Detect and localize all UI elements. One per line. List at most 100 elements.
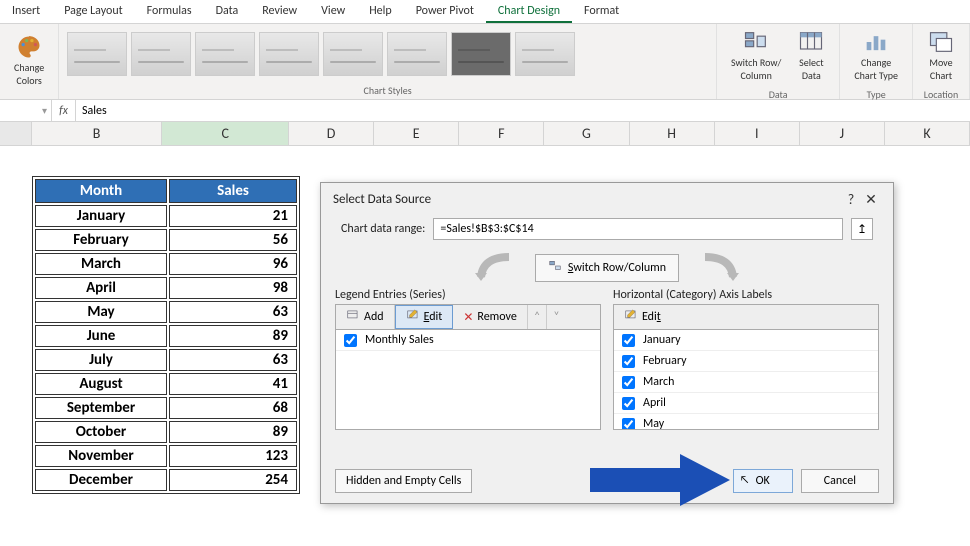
col-header[interactable]: B (32, 122, 163, 145)
cell-sales[interactable]: 96 (169, 253, 297, 275)
table-row[interactable]: December254 (35, 469, 297, 491)
cell-sales[interactable]: 89 (169, 421, 297, 443)
table-row[interactable]: November123 (35, 445, 297, 467)
tab-format[interactable]: Format (572, 0, 631, 23)
move-chart-button[interactable]: Move Chart (921, 26, 961, 86)
cell-month[interactable]: September (35, 397, 167, 419)
table-row[interactable]: September68 (35, 397, 297, 419)
category-item[interactable]: April (614, 393, 878, 414)
category-item[interactable]: May (614, 414, 878, 430)
cell-sales[interactable]: 68 (169, 397, 297, 419)
cell-sales[interactable]: 41 (169, 373, 297, 395)
col-header[interactable]: H (630, 122, 715, 145)
range-picker-button[interactable]: ↥ (851, 218, 873, 240)
cell-month[interactable]: December (35, 469, 167, 491)
chart-style-thumb[interactable] (131, 32, 191, 76)
category-item[interactable]: March (614, 372, 878, 393)
category-checkbox[interactable] (622, 355, 635, 368)
category-item[interactable]: February (614, 351, 878, 372)
cell-sales[interactable]: 56 (169, 229, 297, 251)
table-row[interactable]: February56 (35, 229, 297, 251)
chart-style-thumb[interactable] (451, 32, 511, 76)
change-chart-type-button[interactable]: Change Chart Type (848, 26, 904, 86)
hidden-empty-cells-button[interactable]: Hidden and Empty Cells (335, 469, 472, 493)
category-checkbox[interactable] (622, 376, 635, 389)
table-row[interactable]: October89 (35, 421, 297, 443)
category-checkbox[interactable] (622, 418, 635, 431)
remove-series-button[interactable]: ✕ Remove (453, 305, 527, 329)
chart-style-thumb[interactable] (323, 32, 383, 76)
cell-month[interactable]: July (35, 349, 167, 371)
cell-month[interactable]: January (35, 205, 167, 227)
table-row[interactable]: July63 (35, 349, 297, 371)
edit-axis-button[interactable]: Edit (614, 305, 671, 329)
col-header[interactable]: J (800, 122, 885, 145)
series-checkbox[interactable] (344, 334, 357, 347)
chart-style-thumb[interactable] (67, 32, 127, 76)
fx-icon[interactable]: fx (52, 100, 76, 121)
tab-formulas[interactable]: Formulas (135, 0, 204, 23)
dialog-help-button[interactable]: ? (841, 191, 861, 208)
table-row[interactable]: April98 (35, 277, 297, 299)
tab-insert[interactable]: Insert (0, 0, 52, 23)
category-checkbox[interactable] (622, 334, 635, 347)
col-header[interactable]: I (715, 122, 800, 145)
chart-style-thumb[interactable] (387, 32, 447, 76)
cell-month[interactable]: November (35, 445, 167, 467)
cancel-button[interactable]: Cancel (801, 469, 879, 493)
cell-sales[interactable]: 21 (169, 205, 297, 227)
table-row[interactable]: May63 (35, 301, 297, 323)
category-item[interactable]: January (614, 330, 878, 351)
chart-style-thumb[interactable] (195, 32, 255, 76)
cell-month[interactable]: May (35, 301, 167, 323)
name-box[interactable]: ▾ (0, 100, 52, 121)
cell-month[interactable]: March (35, 253, 167, 275)
cell-sales[interactable]: 98 (169, 277, 297, 299)
switch-row-column-button[interactable]: Switch Row/ Column (725, 26, 787, 86)
table-row[interactable]: March96 (35, 253, 297, 275)
select-all-corner[interactable] (0, 122, 32, 145)
ok-button[interactable]: ↖ OK (733, 469, 793, 493)
cell-month[interactable]: February (35, 229, 167, 251)
switch-row-column-button[interactable]: Switch Row/Column (535, 254, 679, 282)
col-header[interactable]: G (544, 122, 629, 145)
series-listbox[interactable]: Monthly Sales (335, 330, 601, 430)
cell-sales[interactable]: 254 (169, 469, 297, 491)
col-header[interactable]: D (289, 122, 374, 145)
col-header[interactable]: E (374, 122, 459, 145)
table-row[interactable]: June89 (35, 325, 297, 347)
move-down-button[interactable]: ˅ (547, 305, 565, 329)
tab-review[interactable]: Review (250, 0, 309, 23)
col-header[interactable]: C (162, 122, 289, 145)
cell-month[interactable]: August (35, 373, 167, 395)
cell-month[interactable]: October (35, 421, 167, 443)
cell-month[interactable]: June (35, 325, 167, 347)
tab-help[interactable]: Help (357, 0, 404, 23)
cell-month[interactable]: April (35, 277, 167, 299)
category-listbox[interactable]: JanuaryFebruaryMarchAprilMay (613, 330, 879, 430)
tab-data[interactable]: Data (204, 0, 251, 23)
formula-input[interactable]: Sales (76, 104, 970, 118)
dialog-close-button[interactable]: ✕ (861, 191, 881, 208)
tab-power-pivot[interactable]: Power Pivot (404, 0, 486, 23)
table-row[interactable]: August41 (35, 373, 297, 395)
chart-style-thumb[interactable] (515, 32, 575, 76)
select-data-button[interactable]: Select Data (791, 26, 831, 86)
col-header[interactable]: F (459, 122, 544, 145)
add-series-button[interactable]: Add (336, 305, 395, 329)
chart-range-input[interactable] (433, 218, 843, 240)
tab-view[interactable]: View (309, 0, 357, 23)
cell-sales[interactable]: 123 (169, 445, 297, 467)
category-checkbox[interactable] (622, 397, 635, 410)
cell-sales[interactable]: 63 (169, 301, 297, 323)
move-up-button[interactable]: ˄ (528, 305, 547, 329)
col-header[interactable]: K (885, 122, 970, 145)
chart-style-thumb[interactable] (259, 32, 319, 76)
series-item[interactable]: Monthly Sales (336, 330, 600, 351)
change-colors-button[interactable]: Change Colors (8, 31, 50, 91)
tab-page-layout[interactable]: Page Layout (52, 0, 134, 23)
tab-chart-design[interactable]: Chart Design (486, 0, 572, 23)
edit-series-button[interactable]: Edit (395, 305, 454, 329)
cell-sales[interactable]: 89 (169, 325, 297, 347)
cell-sales[interactable]: 63 (169, 349, 297, 371)
